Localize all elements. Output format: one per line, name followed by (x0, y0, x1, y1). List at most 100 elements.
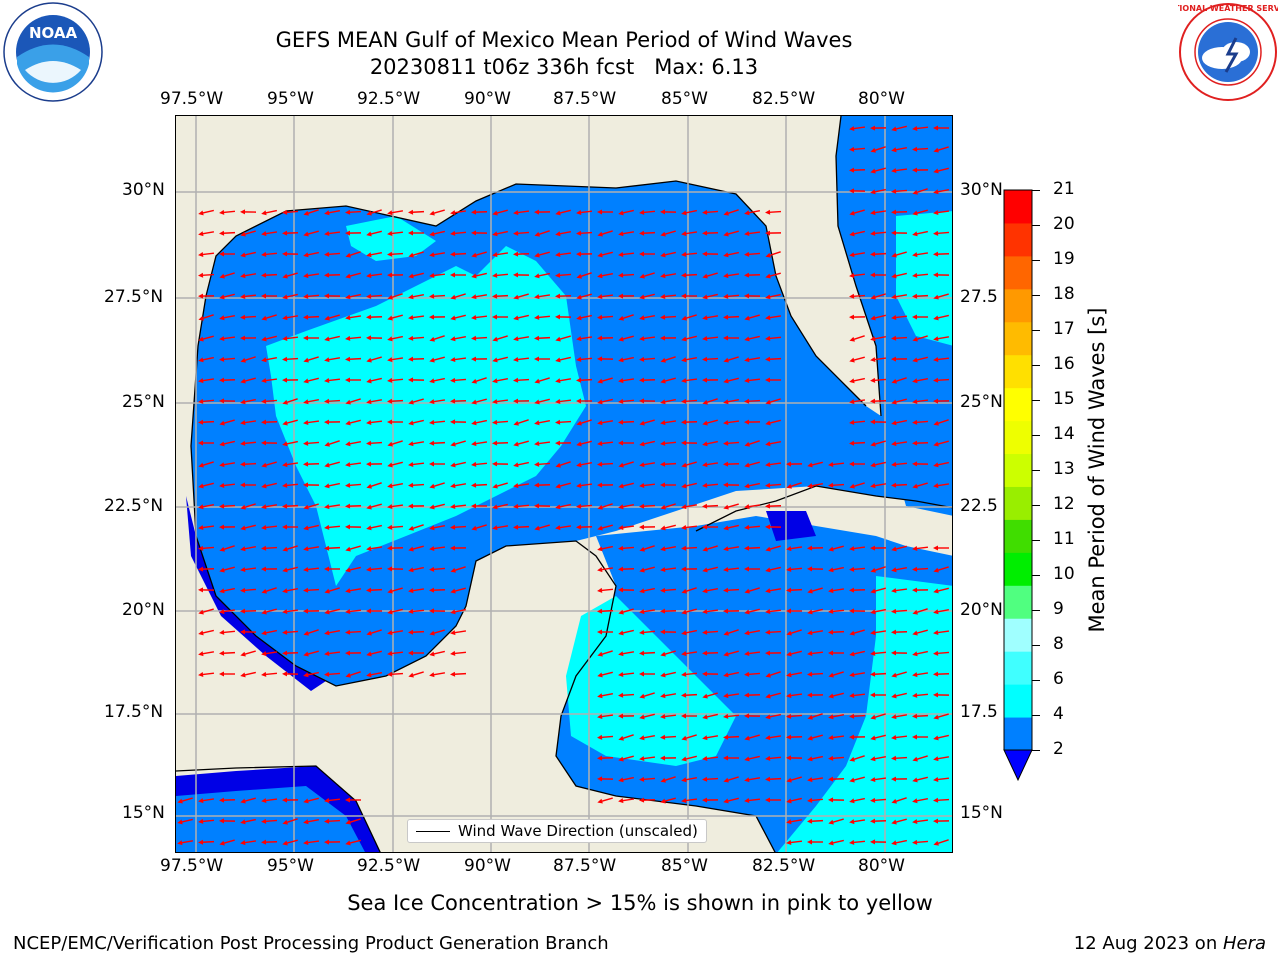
wave-direction-arrow (324, 231, 341, 237)
wave-direction-arrow (345, 503, 362, 509)
wave-direction-arrow (429, 503, 445, 510)
wave-direction-arrow (912, 692, 929, 698)
wave-direction-arrow (324, 314, 340, 321)
lon-label-top-90w: 90°W (464, 89, 511, 109)
wave-direction-arrow (471, 251, 487, 258)
wave-direction-arrow (534, 335, 551, 341)
wave-direction-arrow (912, 608, 928, 615)
yucatan-channel-cyan (566, 596, 736, 766)
wave-direction-arrow (933, 461, 949, 468)
wave-direction-arrow (933, 146, 949, 153)
wave-direction-arrow (639, 314, 656, 321)
wave-direction-arrow (870, 587, 886, 594)
wave-direction-arrow (198, 314, 214, 321)
wave-direction-arrow (408, 209, 425, 215)
colorbar-tick-mark (1032, 435, 1040, 436)
wave-direction-arrow (450, 587, 466, 594)
wave-direction-arrow (933, 377, 950, 383)
wave-direction-arrow (723, 587, 740, 593)
wave-direction-arrow (408, 251, 424, 258)
wave-direction-arrow (681, 356, 698, 363)
wave-direction-arrow (303, 251, 319, 258)
wave-direction-arrow (534, 230, 550, 237)
wave-direction-arrow (912, 587, 929, 593)
wave-direction-arrow (807, 671, 824, 677)
wave-direction-arrow (450, 419, 467, 425)
wave-direction-arrow (639, 272, 655, 279)
wave-direction-arrow (891, 188, 908, 194)
wave-direction-arrow (828, 671, 844, 678)
wave-direction-arrow (639, 629, 656, 635)
wave-direction-arrow (660, 587, 677, 593)
colorbar-tick-mark (1032, 400, 1040, 401)
wave-direction-arrow (723, 420, 740, 426)
lat-label-left-30n: 30°N (122, 180, 165, 200)
wave-direction-arrow (765, 713, 781, 720)
wave-direction-arrow (429, 293, 446, 299)
wave-direction-arrow (660, 314, 677, 320)
wave-direction-arrow (471, 524, 487, 531)
wave-direction-arrow (366, 209, 382, 216)
wave-direction-arrow (429, 672, 446, 678)
wave-direction-arrow (618, 755, 634, 762)
wave-direction-arrow (870, 167, 886, 174)
wave-direction-arrow (639, 356, 656, 362)
wave-direction-arrow (933, 777, 950, 782)
wave-direction-arrow (849, 734, 866, 740)
wave-direction-arrow (849, 440, 866, 446)
wave-direction-arrow (849, 273, 866, 278)
wave-direction-arrow (513, 483, 530, 489)
wave-direction-arrow (681, 587, 697, 594)
central-gulf-cyan (266, 246, 586, 586)
wave-direction-arrow (828, 545, 844, 552)
wave-direction-arrow (681, 293, 697, 299)
wave-direction-arrow (408, 356, 425, 362)
wave-direction-arrow (828, 650, 844, 656)
wave-direction-arrow (744, 734, 760, 741)
wave-direction-arrow (240, 524, 256, 531)
colorbar-tick-label: 9 (1053, 599, 1064, 619)
wave-direction-arrow (282, 587, 299, 594)
wave-direction-arrow (702, 735, 719, 741)
wave-direction-arrow (849, 650, 865, 657)
wave-direction-arrow (723, 314, 740, 320)
wave-direction-arrow (870, 839, 887, 845)
wave-direction-arrow (912, 230, 928, 237)
colorbar-tick-label: 11 (1053, 529, 1075, 549)
wave-direction-arrow (597, 692, 614, 699)
wave-direction-arrow (219, 314, 236, 321)
wave-direction-arrow (933, 293, 949, 300)
wave-direction-arrow (765, 293, 781, 300)
lat-label-right-20n: 20°N (960, 600, 1003, 620)
lat-label-left-17-5n: 17.5°N (104, 702, 164, 722)
wave-direction-arrow (723, 440, 740, 446)
wave-direction-arrow (744, 777, 761, 783)
wave-direction-arrow (450, 524, 467, 530)
wave-direction-arrow (618, 651, 635, 657)
wave-direction-arrow (471, 335, 488, 341)
wave-direction-arrow (765, 462, 782, 468)
wave-direction-arrow (618, 587, 635, 593)
wave-direction-arrow (912, 461, 929, 467)
wave-direction-arrow (513, 398, 530, 404)
wave-direction-arrow (828, 629, 845, 635)
wave-direction-arrow (555, 525, 572, 531)
wave-direction-arrow (261, 209, 277, 216)
wave-direction-arrow (744, 504, 761, 510)
wave-direction-arrow (597, 503, 613, 510)
wave-direction-arrow (912, 650, 928, 657)
wave-direction-arrow (765, 315, 782, 321)
wave-direction-arrow (240, 461, 257, 467)
wave-direction-arrow (744, 398, 761, 404)
wave-direction-arrow (324, 482, 340, 489)
wave-direction-arrow (660, 797, 676, 804)
wave-direction-arrow (429, 356, 445, 363)
wave-direction-arrow (576, 251, 593, 257)
lon-label-top-82-5w: 82.5°W (752, 89, 816, 109)
wave-direction-arrow (366, 671, 383, 678)
lon-label-top-80w: 80°W (858, 89, 905, 109)
wave-direction-arrow (870, 692, 886, 698)
colorbar-tick-label: 20 (1053, 214, 1075, 234)
wave-direction-arrow (387, 357, 404, 363)
lat-label-left-25n: 25°N (122, 392, 165, 412)
